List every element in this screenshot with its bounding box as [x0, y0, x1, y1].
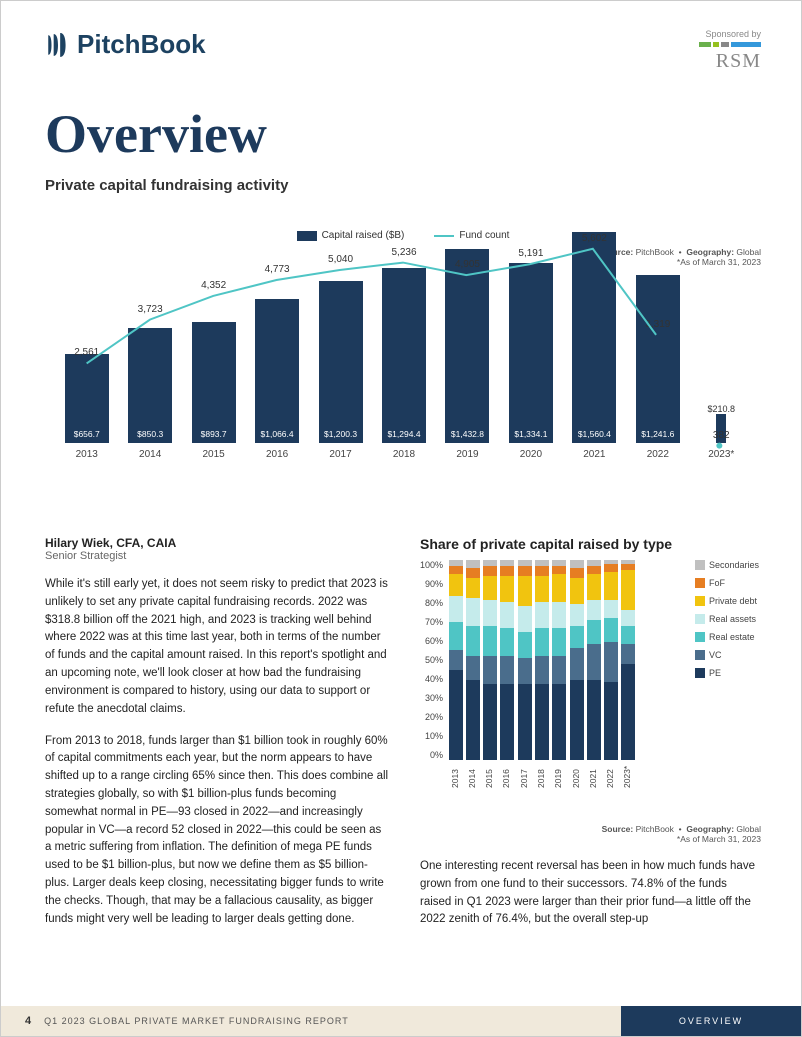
pitchbook-logo: PitchBook — [45, 29, 206, 60]
page-number: 4 — [25, 1015, 32, 1027]
page-header: PitchBook Sponsored by RSM — [45, 29, 761, 73]
chart1-bar: $1,200.32017 — [319, 281, 363, 460]
chart2-legend-item: Real assets — [695, 614, 761, 624]
chart1-bar: $1,294.42018 — [382, 268, 426, 460]
footer-report-name: Q1 2023 GLOBAL PRIVATE MARKET FUNDRAISIN… — [44, 1016, 349, 1026]
chart2-stack: 2018 — [535, 560, 549, 760]
chart1-fund-count-label: 3,319 — [645, 319, 670, 330]
page-footer: 4 Q1 2023 GLOBAL PRIVATE MARKET FUNDRAIS… — [1, 1006, 801, 1036]
chart1-fund-count-label: 4,352 — [201, 280, 226, 291]
chart2-legend-item: Secondaries — [695, 560, 761, 570]
chart2-stack: 2013 — [449, 560, 463, 760]
chart2-yaxis: 100%90%80%70%60%50%40%30%20%10%0% — [420, 560, 447, 760]
chart1-bar: $1,560.42021 — [572, 232, 616, 460]
page-title: Overview — [45, 103, 761, 165]
chart2-stack: 2019 — [552, 560, 566, 760]
pitchbook-icon — [45, 32, 71, 58]
chart1-fund-count-label: 5,602 — [582, 233, 607, 244]
chart1-fund-count-label: 5,236 — [391, 247, 416, 258]
chart1-fund-count-label: 3,723 — [138, 304, 163, 315]
chart1-bar: $1,241.62022 — [636, 275, 680, 460]
chart1-bar: $656.72013 — [65, 354, 109, 460]
chart2-legend: Secondaries FoF Private debt Real assets Rea… — [687, 560, 761, 790]
brand-text: PitchBook — [77, 29, 206, 60]
chart1-bar: $893.72015 — [192, 322, 236, 460]
author-title: Senior Strategist — [45, 550, 390, 562]
chart2-share-by-type: 100%90%80%70%60%50%40%30%20%10%0% 201320… — [420, 560, 761, 790]
chart2-legend-item: VC — [695, 650, 761, 660]
chart2-legend-item: Private debt — [695, 596, 761, 606]
chart1-fund-count-label: 4,905 — [455, 259, 480, 270]
content-columns: Hilary Wiek, CFA, CAIA Senior Strategist… — [45, 536, 761, 943]
sponsored-by-label: Sponsored by — [699, 29, 761, 39]
chart1-fundraising-activity: $656.720132,561 $850.32014 3,723 $893.72015… — [45, 230, 761, 510]
chart2-legend-item: PE — [695, 668, 761, 678]
chart2-stack: 2023* — [621, 560, 635, 760]
chart1-fund-count-label: 5,040 — [328, 254, 353, 265]
chart1-fund-count-label: 2,561 — [74, 347, 99, 358]
chart1-bar: $1,334.12020 — [509, 263, 553, 460]
author-name: Hilary Wiek, CFA, CAIA — [45, 536, 390, 550]
body-p3: One interesting recent reversal has been… — [420, 858, 761, 929]
footer-section: OVERVIEW — [621, 1006, 801, 1036]
chart2-stack: 2014 — [466, 560, 480, 760]
chart2-source: Source: PitchBook • Geography: Global *A… — [420, 824, 761, 844]
right-column: Share of private capital raised by type … — [420, 536, 761, 943]
chart1-bar: $1,432.82019 — [445, 249, 489, 460]
chart1-bar: $850.32014 — [128, 328, 172, 460]
body-p1: While it's still early yet, it does not … — [45, 576, 390, 719]
body-p2: From 2013 to 2018, funds larger than $1 … — [45, 733, 390, 929]
chart2-stack: 2022 — [604, 560, 618, 760]
chart1-fund-count-label: 4,773 — [265, 264, 290, 275]
chart1-fund-count-label: 5,191 — [518, 248, 543, 259]
chart2-stack: 2021 — [587, 560, 601, 760]
chart2-title: Share of private capital raised by type — [420, 536, 761, 552]
chart2-stack: 2015 — [483, 560, 497, 760]
chart2-stack: 2016 — [500, 560, 514, 760]
sponsor-block: Sponsored by RSM — [699, 29, 761, 73]
chart2-legend-item: FoF — [695, 578, 761, 588]
chart1-fund-count-label: 382 — [713, 430, 730, 441]
chart2-stack: 2020 — [570, 560, 584, 760]
chart2-plot: 2013201420152016 201720182019 202020212022… — [447, 560, 687, 760]
chart2-legend-item: Real estate — [695, 632, 761, 642]
rsm-logo: RSM — [699, 50, 761, 73]
chart1-subtitle: Private capital fundraising activity — [45, 177, 761, 194]
sponsor-bars — [699, 42, 761, 47]
chart2-stack: 2017 — [518, 560, 532, 760]
footer-left: 4 Q1 2023 GLOBAL PRIVATE MARKET FUNDRAIS… — [1, 1006, 621, 1036]
chart1-bar: $1,066.42016 — [255, 299, 299, 460]
left-column: Hilary Wiek, CFA, CAIA Senior Strategist… — [45, 536, 390, 943]
